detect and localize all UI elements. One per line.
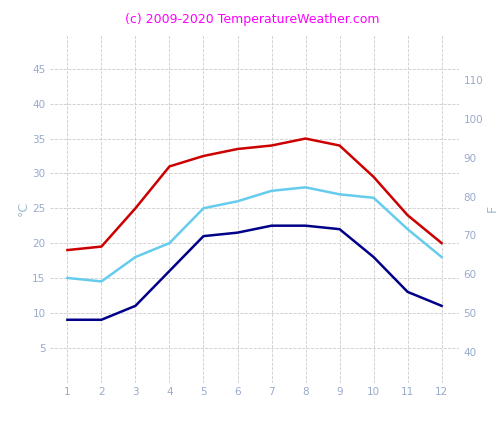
Y-axis label: F: F xyxy=(486,205,499,212)
Y-axis label: °C: °C xyxy=(17,201,30,216)
Text: (c) 2009-2020 TemperatureWeather.com: (c) 2009-2020 TemperatureWeather.com xyxy=(125,13,379,26)
